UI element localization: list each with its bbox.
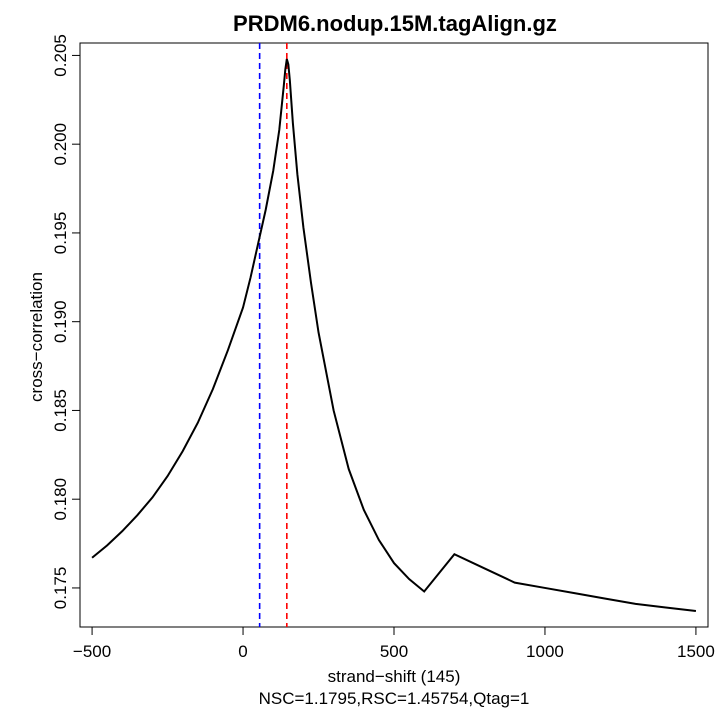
chart-title: PRDM6.nodup.15M.tagAlign.gz [233,11,557,36]
x-tick-label: 1500 [677,642,715,661]
chart-subtitle: NSC=1.1795,RSC=1.45754,Qtag=1 [259,689,530,708]
cross-correlation-line [91,58,697,613]
y-tick-label: 0.200 [51,123,70,166]
x-axis-label: strand−shift (145) [328,667,461,686]
x-tick-label: 1000 [526,642,564,661]
x-axis: −500 0 500 1000 1500 [73,626,715,661]
x-tick-label: −500 [73,642,111,661]
plot-frame [79,42,709,628]
y-tick-label: 0.180 [51,478,70,521]
reference-lines [258,43,288,627]
y-tick-label: 0.195 [51,212,70,255]
y-axis-label: cross−correlation [27,272,46,402]
y-tick-label: 0.190 [51,300,70,343]
y-tick-label: 0.205 [51,34,70,77]
x-tick-label: 500 [380,642,408,661]
y-tick-label: 0.185 [51,389,70,432]
y-axis: 0.175 0.180 0.185 0.190 0.195 0.200 0.205 [51,34,81,610]
y-tick-label: 0.175 [51,567,70,610]
x-tick-label: 0 [238,642,247,661]
